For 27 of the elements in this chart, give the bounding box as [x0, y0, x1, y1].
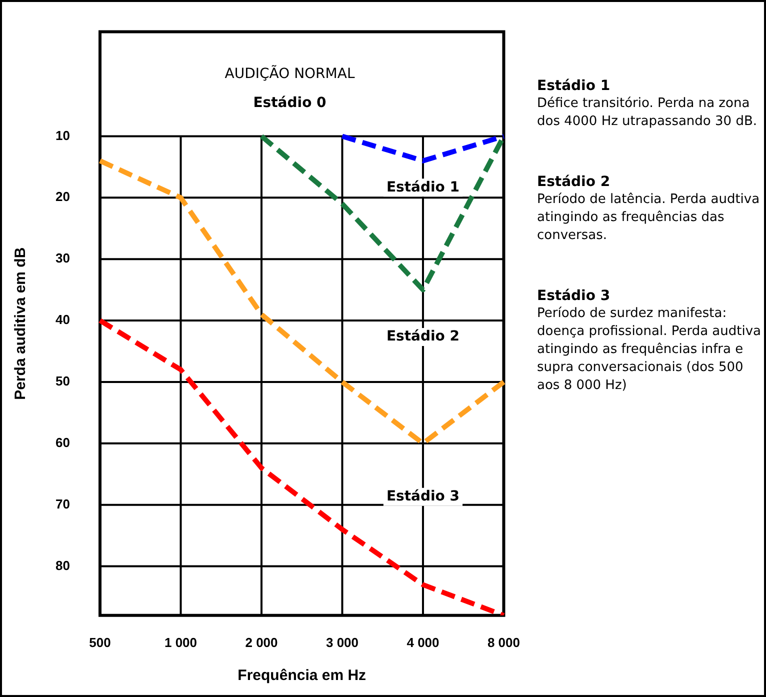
y-tick-label: 40	[56, 312, 70, 328]
text: Estádio 3	[537, 287, 612, 305]
y-tick-label: 10	[56, 128, 70, 143]
x-axis-title: Frequência em Hz	[238, 667, 366, 684]
annotation: Estádio 0	[253, 95, 327, 112]
text: Período de latência. Perda audtiva atingindo as frequências das conversas.	[537, 191, 761, 245]
y-tick-label: 70	[56, 496, 70, 512]
x-tick-label: 1 000	[164, 634, 198, 650]
x-tick-label: 3 000	[326, 634, 359, 650]
x-tick-label: 4 000	[406, 634, 440, 650]
x-tick-label: 8 000	[487, 634, 520, 650]
annotation: Estádio 3	[386, 488, 460, 505]
text: Défice transitório. Perda na zona dos 4000 Hz utrapassando 30 dB.	[537, 95, 758, 131]
y-tick-label: 30	[56, 250, 70, 266]
annotation: Estádio 1	[386, 179, 460, 196]
annotation: AUDIÇÃO NORMAL	[224, 65, 355, 82]
text: Período de surdez manifesta: doença profissional. Perda audtiva atingindo as frequências infra e supra conversacionais (dos 500 aos 8 000 Hz)	[537, 305, 762, 395]
text: Estádio 1	[537, 77, 612, 95]
text: Estádio 2	[537, 173, 612, 191]
y-axis-title: Perda auditiva em dB	[12, 247, 30, 400]
y-tick-label: 50	[56, 374, 70, 389]
x-tick-label: 2 000	[245, 634, 278, 650]
y-tick-label: 80	[56, 558, 70, 573]
y-tick-label: 60	[56, 434, 70, 450]
y-tick-label: 20	[56, 189, 70, 204]
annotation: Estádio 2	[386, 328, 460, 345]
x-tick-label: 500	[89, 634, 111, 650]
